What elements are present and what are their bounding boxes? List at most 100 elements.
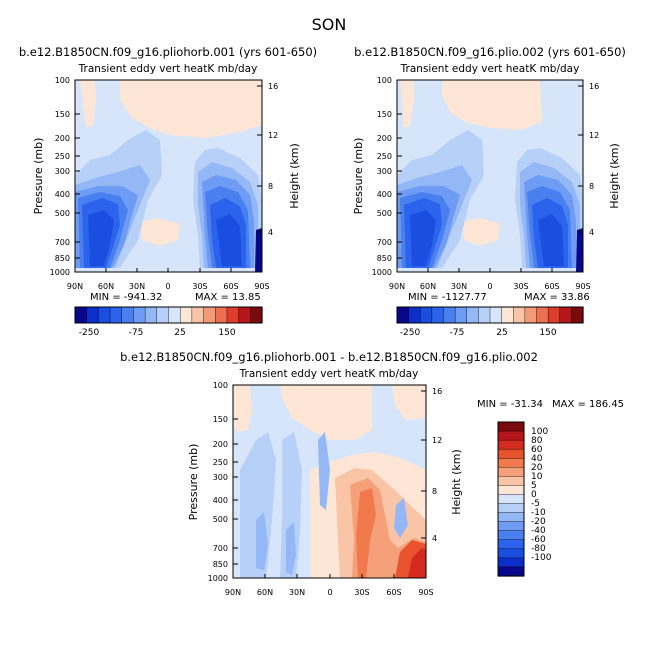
panel-1-xtick-60N: 60N bbox=[98, 282, 114, 291]
panel-1-colorbar-label-neg250: -250 bbox=[79, 328, 100, 338]
panel-3-ytick-100: 100 bbox=[213, 381, 228, 390]
panel-3-ytick-1000: 1000 bbox=[208, 574, 228, 583]
panel-2-colorbar: -250 -75 25 150 bbox=[396, 306, 584, 338]
panel-1-x-ticks: 90N 60N 30N 0 30S 60S 90S bbox=[67, 268, 270, 291]
panel-1-colorbar-cell bbox=[109, 306, 123, 324]
panel-2-xtick-30N: 30N bbox=[451, 282, 467, 291]
panel-3-colorbar-label-neg100: -100 bbox=[531, 553, 552, 563]
panel-1-ytick-marks bbox=[75, 79, 80, 273]
panel-2-colorbar-cell bbox=[571, 306, 584, 324]
panel-3-y-ticks: 100 150 200 250 300 400 500 700 850 1000 bbox=[208, 381, 238, 583]
panel-3-positive-upper-center bbox=[280, 385, 372, 440]
panel-1-y2-axis-label: Height (km) bbox=[288, 143, 301, 209]
panel-2-colorbar-cell bbox=[466, 306, 479, 324]
panel-3-negative-5 bbox=[318, 432, 330, 510]
panel-1-xtick-0: 0 bbox=[165, 282, 170, 291]
panel-2-colorbar-cell bbox=[536, 306, 549, 324]
panel-2-y-axis-label: Pressure (mb) bbox=[352, 138, 365, 215]
panel-2-xtick-60S: 60S bbox=[544, 282, 559, 291]
panel-2-y2-ticks: 16 12 8 4 bbox=[578, 82, 599, 237]
panel-2-colorbar-cell bbox=[478, 306, 491, 324]
panel-2-colorbar-cell bbox=[547, 306, 561, 324]
panel-3-colorbar-cell bbox=[497, 421, 525, 432]
panel-2-contour-south-7 bbox=[576, 228, 583, 272]
panel-1-colorbar-cell bbox=[98, 306, 111, 324]
panel-2-contour-south-6 bbox=[538, 214, 564, 266]
panel-2-colorbar-cell bbox=[513, 306, 526, 324]
panel-3-negative-3 bbox=[256, 512, 268, 570]
panel-1-max-label: MAX = 13.85 bbox=[195, 292, 261, 303]
panel-1-colorbar-cell bbox=[215, 306, 228, 324]
panel-1-plot-area bbox=[74, 79, 263, 273]
panel-3-xtick-marks bbox=[232, 574, 427, 578]
panel-3-positive-upper-left bbox=[233, 385, 252, 432]
panel-1-xtick-60S: 60S bbox=[223, 282, 238, 291]
panel-3-colorbar-label-neg5: -5 bbox=[531, 499, 540, 509]
panel-1-colorbar-cell bbox=[133, 306, 146, 324]
panel-3-colorbar-cell bbox=[497, 430, 525, 441]
panel-1-colorbar-cell bbox=[74, 306, 88, 324]
panel-1-xtick-30N: 30N bbox=[129, 282, 145, 291]
panel-1-colorbar-cell bbox=[168, 306, 181, 324]
panel-1-colorbar-cell bbox=[191, 306, 205, 324]
panel-2-colorbar-cell bbox=[396, 306, 410, 324]
panel-2-xtick-90N: 90N bbox=[389, 282, 405, 291]
panel-1-contour-south-6 bbox=[216, 214, 242, 266]
panel-3-colorbar-frame bbox=[497, 421, 525, 577]
panel-3-y2tick-4: 4 bbox=[432, 534, 437, 543]
panel-1-colorbar-cell bbox=[226, 306, 240, 324]
panel-3-ytick-250: 250 bbox=[213, 458, 228, 467]
panel-3-ytick-500: 500 bbox=[213, 515, 228, 524]
panel-1-colorbar-cell bbox=[203, 306, 216, 324]
panel-1-ytick-700: 700 bbox=[55, 238, 70, 247]
panel-2-max-label: MAX = 33.86 bbox=[524, 292, 590, 303]
panel-1-y2tick-marks bbox=[257, 85, 262, 233]
panel-3-colorbar-cell bbox=[497, 539, 525, 550]
panel-1-xtick-90N: 90N bbox=[67, 282, 83, 291]
panel-1-case-title: b.e12.B1850CN.f09_g16.pliohorb.001 (yrs … bbox=[19, 45, 317, 59]
panel-2-ytick-1000: 1000 bbox=[372, 268, 392, 277]
panel-2-min-label: MIN = -1127.77 bbox=[408, 292, 487, 303]
panel-2-ytick-150: 150 bbox=[377, 110, 392, 119]
panel-3-colorbar-cell bbox=[497, 557, 525, 568]
panel-3-positive-upper-right bbox=[392, 385, 426, 420]
panel-1-ytick-850: 850 bbox=[55, 254, 70, 263]
panel-1-colorbar-cell bbox=[250, 306, 263, 324]
panel-3-xtick-90N: 90N bbox=[225, 588, 241, 597]
panel-2-y2tick-12: 12 bbox=[589, 131, 599, 140]
panel-1-ytick-250: 250 bbox=[55, 152, 70, 161]
panel-3-y2tick-16: 16 bbox=[432, 387, 442, 396]
panel-2-colorbar-frame bbox=[396, 306, 584, 324]
panel-3-colorbar-label-0: 0 bbox=[531, 490, 537, 500]
panel-2-colorbar-cell bbox=[408, 306, 421, 324]
panel-2-ytick-200: 200 bbox=[377, 134, 392, 143]
panel-3-xtick-0: 0 bbox=[327, 588, 332, 597]
panel-3-colorbar-cell bbox=[497, 512, 525, 523]
panel-1-positive-region-north bbox=[80, 80, 96, 128]
panel-2-ytick-250: 250 bbox=[377, 152, 392, 161]
panel-3-max-label: MAX = 186.45 bbox=[552, 399, 624, 410]
panel-2-variable-title: Transient eddy vert heatK mb/day bbox=[400, 63, 580, 75]
panel-2-colorbar-cell bbox=[501, 306, 514, 324]
panel-3-colorbar-cell bbox=[497, 530, 525, 541]
panel-3-ytick-850: 850 bbox=[213, 560, 228, 569]
panel-1-ytick-100: 100 bbox=[55, 76, 70, 85]
panel-2-xtick-90S: 90S bbox=[575, 282, 590, 291]
panel-1-ytick-150: 150 bbox=[55, 110, 70, 119]
panel-2-colorbar-cell bbox=[420, 306, 433, 324]
panel-2-plot-area bbox=[396, 79, 584, 273]
panel-2-positive-region-subtropics bbox=[462, 218, 500, 246]
panel-3-colorbar-cell bbox=[497, 467, 525, 477]
panel-1-y2tick-8: 8 bbox=[268, 182, 273, 191]
panel-1-xtick-marks bbox=[74, 268, 263, 272]
panel-2-colorbar-label-150: 150 bbox=[539, 328, 556, 338]
panel-pliohorb: b.e12.B1850CN.f09_g16.pliohorb.001 (yrs … bbox=[19, 45, 317, 338]
panel-3-y-axis-label: Pressure (mb) bbox=[187, 444, 200, 521]
panel-2-colorbar-label-25: 25 bbox=[496, 328, 507, 338]
panel-1-colorbar-cell bbox=[121, 306, 135, 324]
panel-3-colorbar-label-40: 40 bbox=[531, 454, 543, 464]
panel-1-colorbar-label-neg75: -75 bbox=[129, 328, 144, 338]
panel-1-contour-south-7 bbox=[255, 228, 262, 272]
panel-3-colorbar-cell bbox=[497, 503, 525, 514]
